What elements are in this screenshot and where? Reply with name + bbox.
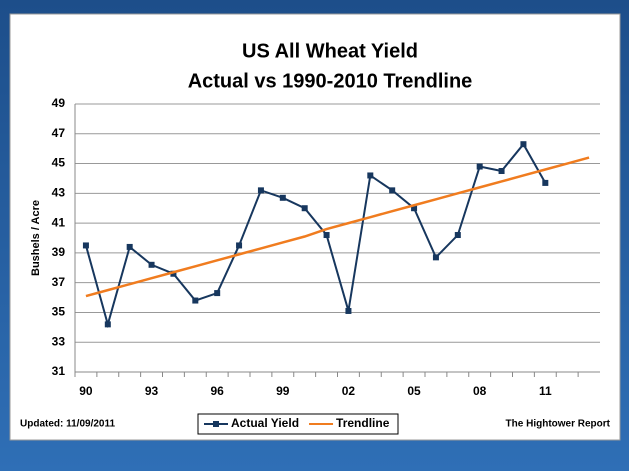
marker	[104, 321, 111, 328]
marker	[498, 168, 505, 174]
x-tick-label: 05	[407, 384, 421, 398]
y-tick-label: 31	[52, 364, 66, 378]
marker	[323, 232, 330, 239]
marker	[192, 297, 199, 304]
y-tick-label: 35	[52, 305, 66, 319]
y-tick-label: 39	[52, 245, 66, 259]
marker	[82, 242, 89, 249]
legend	[197, 413, 399, 435]
legend-marker	[213, 421, 219, 427]
marker	[454, 232, 461, 239]
marker	[432, 254, 439, 261]
chart-subtitle: Actual vs 1990-2010 Trendline	[188, 70, 473, 92]
y-tick-label: 45	[52, 156, 66, 170]
marker	[367, 172, 374, 179]
y-tick-label: 47	[52, 126, 66, 140]
marker	[126, 243, 133, 250]
marker	[301, 205, 308, 212]
footer-right: The Hightower Report	[506, 419, 611, 430]
series-line	[84, 142, 547, 329]
chart-title: US All Wheat Yield	[242, 40, 418, 62]
marker	[279, 194, 286, 201]
y-tick-label: 33	[52, 334, 66, 348]
marker	[148, 261, 155, 268]
y-tick-label: 49	[52, 96, 66, 110]
legend-label: Trendline	[336, 416, 390, 430]
x-tick-label: 90	[79, 384, 93, 398]
x-tick-label: 08	[473, 384, 487, 398]
footer-left: Updated: 11/09/2011	[20, 419, 115, 430]
x-tick-label: 99	[276, 384, 290, 398]
x-tick-label: 11	[539, 384, 552, 398]
marker	[389, 187, 396, 194]
y-tick-label: 43	[52, 186, 66, 200]
x-tick-label: 96	[211, 384, 225, 398]
marker	[476, 163, 483, 170]
marker	[411, 205, 418, 212]
series-line	[85, 156, 590, 298]
marker	[170, 270, 177, 277]
marker	[345, 307, 352, 314]
legend-label: Actual Yield	[231, 416, 299, 430]
marker	[214, 290, 221, 297]
y-tick-label: 37	[52, 275, 66, 289]
marker	[236, 242, 243, 249]
chart-panel	[9, 13, 621, 441]
x-tick-label: 93	[145, 384, 159, 398]
y-axis-label: Bushels / Acre	[30, 200, 42, 276]
y-tick-label: 41	[52, 215, 66, 229]
x-tick-label: 02	[342, 384, 356, 398]
marker	[520, 141, 527, 148]
marker	[257, 187, 264, 194]
marker	[542, 179, 549, 186]
